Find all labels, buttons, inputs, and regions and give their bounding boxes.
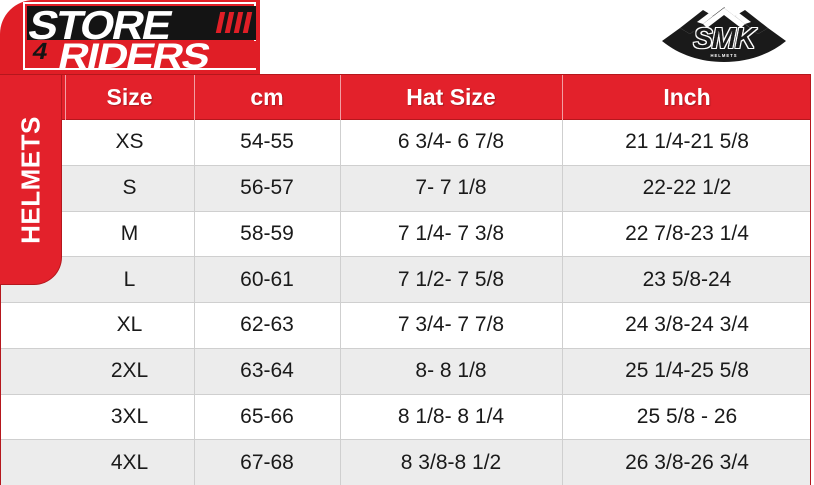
- svg-text:SMK: SMK: [693, 23, 758, 55]
- svg-text:HELMETS: HELMETS: [710, 53, 737, 58]
